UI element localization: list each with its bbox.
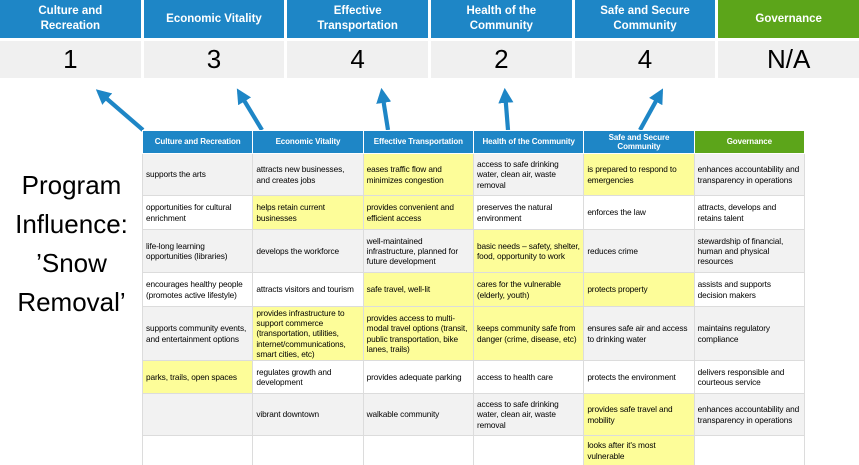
matrix-cell [252,435,364,465]
pillar-score-economic-vitality: 3 [143,41,285,78]
matrix-cell: life-long learning opportunities (librar… [141,229,254,273]
up-arrow-icon [498,87,514,131]
matrix-row: supports community events, and entertain… [141,306,806,361]
matrix-cell: attracts visitors and tourism [252,272,364,307]
matrix-header-safe-and-secure-community: Safe and Secure Community [583,130,695,154]
matrix-cell: well-maintained infrastructure, planned … [362,229,474,273]
arrows-layer [95,87,664,132]
matrix-cell: attracts, develops and retains talent [693,195,806,230]
matrix-cell: cares for the vulnerable (elderly, youth… [472,272,585,307]
matrix-cell: walkable community [362,393,474,436]
matrix-header-governance: Governance [693,130,806,154]
matrix-cell: enhances accountability and transparency… [693,393,806,436]
matrix-header-culture-and-recreation: Culture and Recreation [141,130,254,154]
pillar-header-governance: Governance [718,0,859,38]
matrix-cell: develops the workforce [252,229,364,273]
matrix-cell: keeps community safe from danger (crime,… [472,306,585,361]
matrix-cell: provides infrastructure to support comme… [252,306,364,361]
pillar-score-governance: N/A [718,41,859,78]
matrix-cell: assists and supports decision makers [693,272,806,307]
matrix-cell: access to health care [472,360,585,394]
pillar-header-health-of-the-community: Health of the Community [431,0,572,38]
matrix-row: opportunities for cultural enrichment hel… [141,195,806,230]
matrix-cell: maintains regulatory compliance [693,306,806,361]
matrix-header-health-of-the-community: Health of the Community [472,130,585,154]
matrix-cell: supports community events, and entertain… [141,306,254,361]
matrix-row: looks after it's most vulnerable [141,435,806,465]
matrix-cell [693,435,806,465]
pillar-scores: 1 3 4 2 4 N/A [0,41,859,78]
matrix-row: supports the arts attracts new businesses… [141,153,806,196]
matrix-cell [141,393,254,436]
matrix-cell [362,435,474,465]
matrix-cell: safe travel, well-lit [362,272,474,307]
matrix-row: parks, trails, open spaces regulates grow… [141,360,806,394]
pillar-score-safe-and-secure-community: 4 [574,41,716,78]
matrix-cell [472,435,585,465]
matrix-cell: regulates growth and development [252,360,364,394]
matrix-cell: attracts new businesses, and creates job… [252,153,364,196]
matrix-cell: basic needs – safety, shelter, food, opp… [472,229,585,273]
matrix-cell: enhances accountability and transparency… [693,153,806,196]
matrix-cell: supports the arts [141,153,254,196]
matrix-cell: delivers responsible and courteous servi… [693,360,806,394]
pillar-score-health-of-the-community: 2 [431,41,572,78]
up-arrow-icon [376,87,392,131]
matrix-row: vibrant downtown walkable community access… [141,393,806,436]
matrix-cell: helps retain current businesses [252,195,364,230]
matrix-cell: stewardship of financial, human and phys… [693,229,806,273]
matrix-header-effective-transportation: Effective Transportation [362,130,474,154]
matrix-cell: provides convenient and efficient access [362,195,474,230]
matrix-row: life-long learning opportunities (librar… [141,229,806,273]
matrix-cell: protects the environment [583,360,695,394]
matrix-cell: opportunities for cultural enrichment [141,195,254,230]
matrix-cell: preserves the natural environment [472,195,585,230]
matrix-cell: eases traffic flow and minimizes congest… [362,153,474,196]
matrix: Culture and Recreation Economic Vitality E… [141,130,806,465]
matrix-header-row: Culture and Recreation Economic Vitality E… [141,130,806,154]
matrix-cell: ensures safe air and access to drinking … [583,306,695,361]
matrix-cell: provides access to multi-modal travel op… [362,306,474,361]
matrix-cell: access to safe drinking water, clean air… [472,153,585,196]
matrix-cell: enforces the law [583,195,695,230]
matrix-cell: provides adequate parking [362,360,474,394]
matrix-header-economic-vitality: Economic Vitality [252,130,364,154]
pillar-header-culture-and-recreation: Culture and Recreation [0,0,141,38]
matrix-cell: looks after it's most vulnerable [583,435,695,465]
matrix-cell: provides safe travel and mobility [583,393,695,436]
program-title: Program Influence: ’Snow Removal’ [15,170,128,317]
matrix-row: encourages healthy people (promotes acti… [141,272,806,307]
matrix-cell: access to safe drinking water, clean air… [472,393,585,436]
matrix-cell: encourages healthy people (promotes acti… [141,272,254,307]
matrix-cell: reduces crime [583,229,695,273]
pillar-banner: Culture and Recreation Economic Vitality E… [0,0,859,38]
pillar-score-culture-and-recreation: 1 [0,41,141,78]
up-arrow-icon [236,88,264,132]
pillar-header-effective-transportation: Effective Transportation [287,0,428,38]
matrix-cell: is prepared to respond to emergencies [583,153,695,196]
pillar-score-effective-transportation: 4 [287,41,428,78]
matrix-cell: protects property [583,272,695,307]
up-arrow-icon [638,88,664,132]
matrix-table: Culture and Recreation Economic Vitality E… [141,130,806,465]
matrix-cell: parks, trails, open spaces [141,360,254,394]
matrix-cell [141,435,254,465]
matrix-cell: vibrant downtown [252,393,364,436]
up-arrow-icon [95,89,145,132]
pillar-header-economic-vitality: Economic Vitality [143,0,285,38]
pillar-header-safe-and-secure-community: Safe and Secure Community [574,0,716,38]
